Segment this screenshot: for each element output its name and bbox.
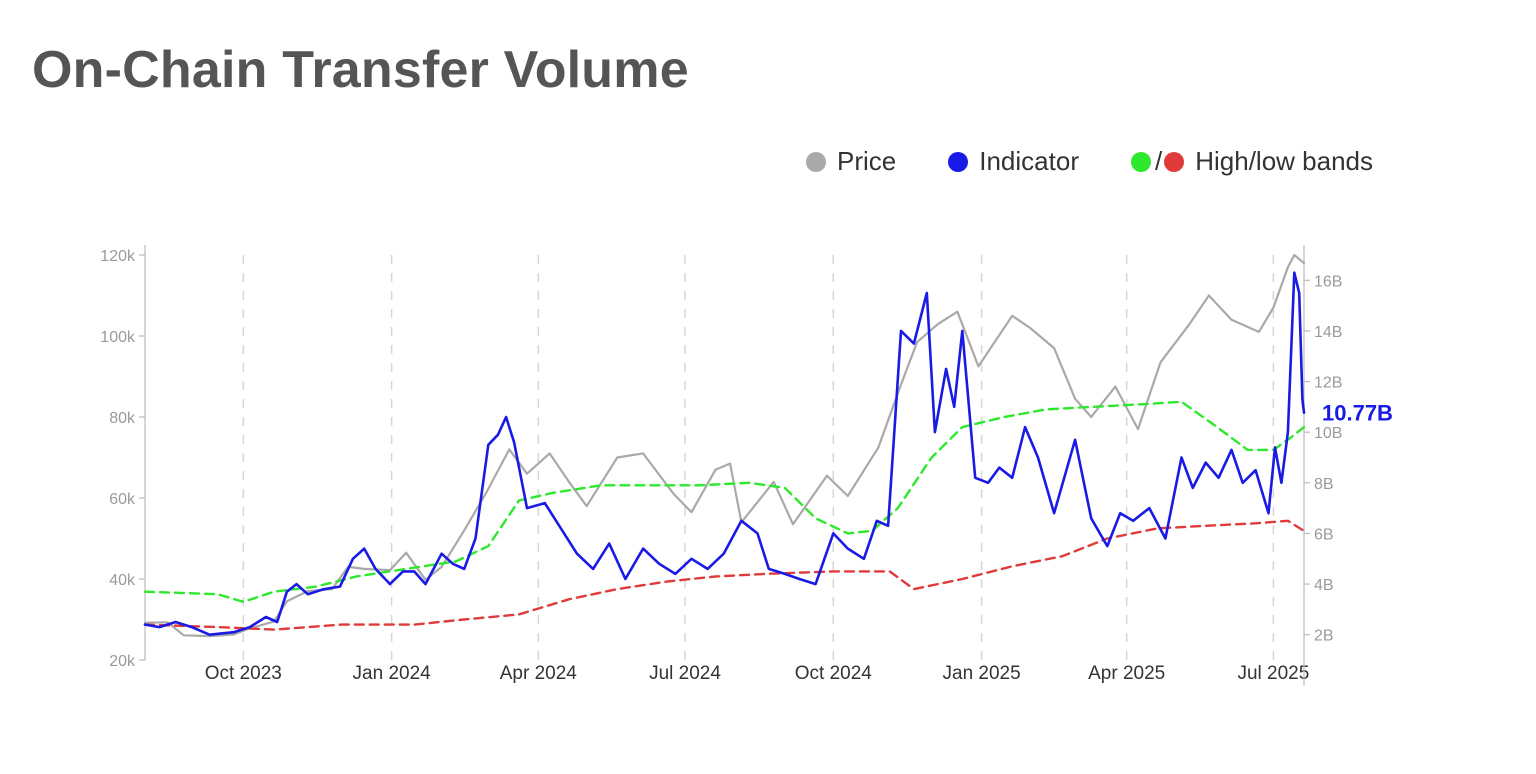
- right-tick-label: 12B: [1314, 375, 1342, 392]
- high-band-dot-icon: [1130, 151, 1151, 172]
- right-tick-label: 4B: [1314, 577, 1334, 594]
- left-tick-label: 40k: [109, 572, 136, 589]
- left-tick-label: 100k: [100, 329, 136, 346]
- x-tick-label: Jan 2024: [353, 663, 432, 684]
- high-band-line: [143, 400, 1306, 603]
- low-band-line: [143, 519, 1306, 631]
- legend-label-price: Price: [837, 146, 897, 176]
- x-tick-label: Apr 2025: [1088, 663, 1165, 684]
- x-tick-label: Jul 2024: [649, 663, 721, 684]
- right-tick-label: 2B: [1314, 628, 1334, 645]
- legend-item-indicator[interactable]: Indicator: [948, 146, 1079, 177]
- legend-label-bands: High/low bands: [1195, 146, 1373, 176]
- left-tick-label: 20k: [109, 653, 136, 670]
- indicator-line: [143, 271, 1306, 636]
- legend-label-indicator: Indicator: [979, 146, 1079, 176]
- x-tick-label: Oct 2024: [795, 663, 873, 684]
- legend-item-price[interactable]: Price: [806, 146, 896, 177]
- chart-legend: Price Indicator / High/low bands: [806, 146, 1373, 177]
- left-tick-label: 120k: [100, 248, 136, 265]
- low-band-dot-icon: [1164, 151, 1185, 172]
- x-tick-label: Apr 2024: [500, 663, 578, 684]
- right-tick-label: 6B: [1314, 526, 1334, 543]
- right-tick-label: 16B: [1314, 273, 1342, 290]
- legend-slash: /: [1154, 146, 1163, 176]
- left-tick-label: 80k: [109, 410, 136, 427]
- price-dot-icon: [806, 151, 826, 172]
- right-tick-label: 14B: [1314, 324, 1342, 341]
- legend-item-bands[interactable]: / High/low bands: [1130, 146, 1373, 177]
- indicator-dot-icon: [948, 151, 969, 172]
- x-tick-label: Jan 2025: [943, 663, 1021, 684]
- x-tick-label: Oct 2023: [205, 663, 282, 684]
- right-tick-label: 10B: [1314, 425, 1342, 442]
- left-tick-label: 60k: [109, 491, 136, 508]
- indicator-last-value-label: 10.77B: [1322, 401, 1393, 426]
- right-tick-label: 8B: [1314, 476, 1334, 493]
- x-tick-label: Jul 2025: [1237, 663, 1309, 684]
- price-line: [143, 253, 1306, 638]
- chart-title: On-Chain Transfer Volume: [32, 41, 689, 99]
